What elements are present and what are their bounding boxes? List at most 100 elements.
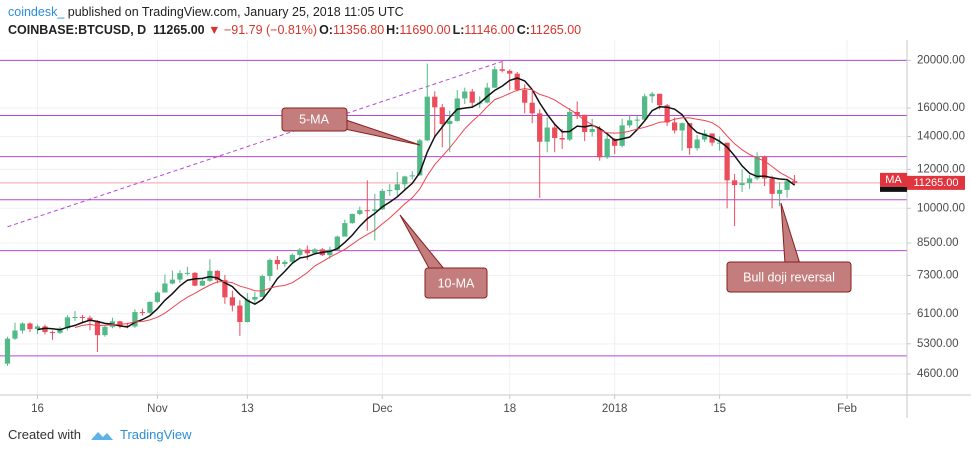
candle-body [462,91,468,99]
candle-body [439,107,445,125]
candle-body [484,87,490,103]
annotation: Bull doji reversal [726,202,852,293]
annotation-text: 5-MA [299,112,330,126]
candle-body [746,178,753,184]
candle-body [469,91,475,103]
candle-body [634,119,640,121]
ma-line [37,77,796,331]
candle-body [761,156,768,179]
candle-body [289,254,295,262]
candle-body [214,270,221,281]
price-tag: 11265.00 [913,177,958,189]
candle-body [342,223,348,237]
y-tick-label: 4600.00 [917,368,959,380]
candle-body [529,102,535,114]
footer: Created with TradingView [8,427,192,442]
candle-body [567,112,573,140]
candle-body [642,96,648,120]
candle-body [731,180,738,186]
candle-body [716,142,723,144]
author-link[interactable]: coindesk_ [8,5,65,19]
candle-body [379,190,385,210]
candle-body [544,127,550,142]
header: coindesk_ published on TradingView.com, … [8,3,581,39]
candle-body [364,210,370,212]
ohlc-label: C: [516,23,530,37]
x-tick-label: 2018 [602,403,628,415]
candle-body [169,279,176,284]
created-with: Created with [8,427,81,442]
candle-body [724,142,730,181]
annotation-pointer [339,117,421,146]
header-line: COINBASE:BTCUSD, D 11265.00 ▼ −91.79 (−0… [8,21,581,39]
candle-body [177,273,183,280]
plot [0,59,907,366]
y-tick-label: 12000.00 [917,163,965,175]
candle-body [4,338,11,364]
candle-body [447,120,453,125]
candle-body [132,312,138,327]
candle-body [499,69,505,71]
candle-body [19,323,26,331]
x-tick-label: Nov [147,403,168,415]
published: published on TradingView.com, January 25… [67,5,404,19]
ohlc-label: L: [452,23,465,37]
candle-body [522,89,528,103]
annotation: 5-MA [281,107,421,146]
candle-body [282,261,288,265]
candle-body [147,301,153,313]
grid [0,40,907,395]
ma-tag: MA [885,174,902,186]
ma-line [74,87,795,328]
last-price: 11265.00 [153,23,205,37]
candle-body [87,317,93,321]
candle-body [597,128,603,158]
candle-body [619,125,625,146]
candle-body [229,297,235,306]
candle-body [237,305,243,323]
candle-body [244,299,250,323]
candle-body [267,259,273,277]
candle-body [492,69,498,88]
ohlc-value: 11265.00 [529,23,582,37]
ohlc: O:11356.80 H:11690.00 L:11146.00 C:11265.00 [317,23,581,37]
symbol: COINBASE:BTCUSD, D [8,23,147,37]
candle-body [409,175,415,177]
candle-body [64,317,71,329]
x-tick-label: Feb [837,403,857,415]
candle-body [537,113,543,142]
change: ▼ −91.79 (−0.81%) [208,23,318,37]
trendline [7,60,503,228]
candle-body [424,96,430,141]
candle-body [672,122,678,131]
candle-body [769,178,775,194]
y-tick-label: 14000.00 [917,131,965,143]
ohlc-value: 11356.80 [332,23,385,37]
candle-body [701,133,708,140]
candle-body [574,112,580,115]
y-tick-label: 6100.00 [917,308,959,320]
candle-body [679,123,685,131]
annotation-text: 10-MA [438,276,475,290]
ohlc-label: H: [386,23,400,37]
candle-body [12,330,18,339]
y-tick-label: 8500.00 [917,237,959,249]
candle-body [357,210,363,214]
candle-body [252,296,258,300]
candle-body [117,321,123,326]
candle-body [612,138,618,146]
candle-body [791,181,798,183]
candle-body [694,139,700,149]
candle-body [627,120,633,126]
price-tag-box [907,175,965,190]
candle-body [432,96,438,108]
candle-body [199,280,206,286]
candle-body [739,183,745,186]
candle-body [552,127,558,139]
candle-body [207,270,213,281]
y-tick-label: 20000.00 [917,54,965,66]
y-tick-label: 5300.00 [917,338,959,350]
brand-link[interactable]: TradingView [119,427,192,442]
ohlc-label: O: [319,23,333,37]
